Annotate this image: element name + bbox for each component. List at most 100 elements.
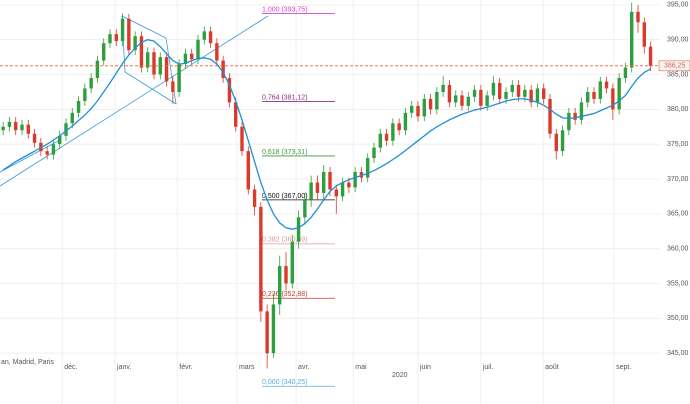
candle-body bbox=[435, 91, 439, 110]
candle-body bbox=[290, 241, 294, 284]
y-tick-label: 395,00 bbox=[667, 2, 689, 9]
candle-body bbox=[535, 88, 540, 103]
candle-body bbox=[579, 102, 584, 120]
candle-body bbox=[315, 182, 320, 193]
candle-body bbox=[45, 151, 49, 155]
candle-body bbox=[422, 98, 426, 117]
candle-body bbox=[460, 95, 464, 106]
candle-body bbox=[592, 91, 596, 99]
x-tick-label: juin bbox=[419, 364, 431, 371]
candle-body bbox=[51, 144, 56, 155]
candle-body bbox=[403, 112, 408, 131]
candle-body bbox=[202, 31, 206, 40]
candle-body bbox=[391, 123, 395, 141]
candle-body bbox=[630, 11, 634, 68]
fibonacci-label: 0,500 (367,00) bbox=[262, 193, 308, 200]
candle-body bbox=[598, 81, 602, 99]
candle-body bbox=[573, 112, 577, 120]
candle-body bbox=[265, 311, 269, 354]
candle-body bbox=[215, 43, 219, 61]
candle-body bbox=[127, 18, 131, 51]
candle-body bbox=[64, 123, 68, 136]
source-label: an, Madrid, Paris bbox=[1, 359, 54, 366]
candle-body bbox=[334, 189, 338, 197]
candle-body bbox=[441, 84, 445, 92]
y-tick-label: 355,00 bbox=[667, 280, 689, 287]
candle-body bbox=[139, 36, 144, 68]
candle-body bbox=[428, 98, 433, 110]
candle-body bbox=[58, 135, 62, 145]
candle-body bbox=[397, 123, 401, 131]
year-label: 2020 bbox=[392, 372, 408, 379]
candle-body bbox=[120, 18, 125, 42]
candle-body bbox=[554, 133, 558, 152]
candle-body bbox=[26, 124, 30, 134]
candle-body bbox=[102, 43, 106, 61]
y-tick-label: 350,00 bbox=[667, 315, 689, 322]
moving-average-line bbox=[2, 39, 651, 230]
candle-body bbox=[196, 39, 200, 60]
x-tick-label: sept. bbox=[616, 364, 631, 371]
candle-body bbox=[296, 217, 301, 242]
y-tick-label: 385,00 bbox=[667, 71, 689, 78]
candle-body bbox=[183, 53, 188, 65]
candle-body bbox=[303, 199, 307, 218]
candle-body bbox=[190, 53, 194, 60]
candle-body bbox=[221, 60, 225, 79]
candle-body bbox=[498, 82, 502, 99]
candle-body bbox=[284, 266, 288, 284]
candle-body bbox=[523, 89, 527, 97]
x-tick-label: août bbox=[545, 364, 559, 371]
candle-body bbox=[240, 126, 244, 152]
candle-body bbox=[278, 266, 282, 305]
y-tick-label: 390,00 bbox=[667, 37, 689, 44]
candle-body bbox=[353, 172, 357, 188]
y-tick-label: 370,00 bbox=[667, 176, 689, 183]
candle-body bbox=[623, 67, 628, 79]
candle-body bbox=[227, 78, 232, 103]
candle-body bbox=[340, 182, 345, 197]
candle-body bbox=[108, 34, 112, 44]
candle-body bbox=[548, 98, 552, 134]
fibonacci-label: 1,000 (393,75) bbox=[262, 6, 308, 13]
candle-body bbox=[234, 102, 238, 127]
candle-body bbox=[372, 147, 376, 159]
candle-body bbox=[114, 34, 118, 42]
candle-body bbox=[83, 88, 87, 101]
last-price-box bbox=[658, 60, 690, 72]
candle-body bbox=[384, 133, 389, 141]
y-tick-label: 380,00 bbox=[667, 106, 689, 113]
trend-line bbox=[165, 37, 177, 105]
x-tick-label: avr. bbox=[298, 364, 309, 371]
candle-body bbox=[617, 78, 621, 110]
candle-body bbox=[70, 112, 74, 124]
candle-body bbox=[642, 22, 646, 47]
candle-body bbox=[359, 172, 364, 178]
fibonacci-label: 0,382 (360,69) bbox=[262, 237, 308, 244]
candle-body bbox=[529, 89, 533, 103]
fibonacci-label: 0,236 (352,88) bbox=[262, 291, 308, 298]
candle-body bbox=[1, 126, 5, 131]
candle-body bbox=[604, 81, 609, 89]
x-tick-label: mai bbox=[355, 364, 367, 371]
candle-body bbox=[485, 95, 489, 106]
candle-body bbox=[454, 95, 458, 103]
candle-body bbox=[472, 89, 477, 97]
candle-body bbox=[636, 11, 640, 23]
candle-body bbox=[542, 88, 546, 99]
candle-body bbox=[586, 91, 590, 103]
fibonacci-label: 0,764 (381,12) bbox=[262, 94, 308, 101]
candle-body bbox=[309, 182, 313, 200]
candle-body bbox=[76, 101, 81, 113]
x-tick-label: janv. bbox=[116, 364, 131, 371]
y-tick-label: 345,00 bbox=[667, 350, 689, 357]
candle-body bbox=[133, 36, 137, 51]
candle-body bbox=[410, 105, 414, 113]
candle-body bbox=[164, 57, 169, 82]
candle-body bbox=[7, 121, 12, 127]
candle-body bbox=[208, 31, 213, 44]
y-tick-label: 360,00 bbox=[667, 246, 689, 253]
y-tick-label: 375,00 bbox=[667, 141, 689, 148]
candle-body bbox=[259, 206, 263, 312]
